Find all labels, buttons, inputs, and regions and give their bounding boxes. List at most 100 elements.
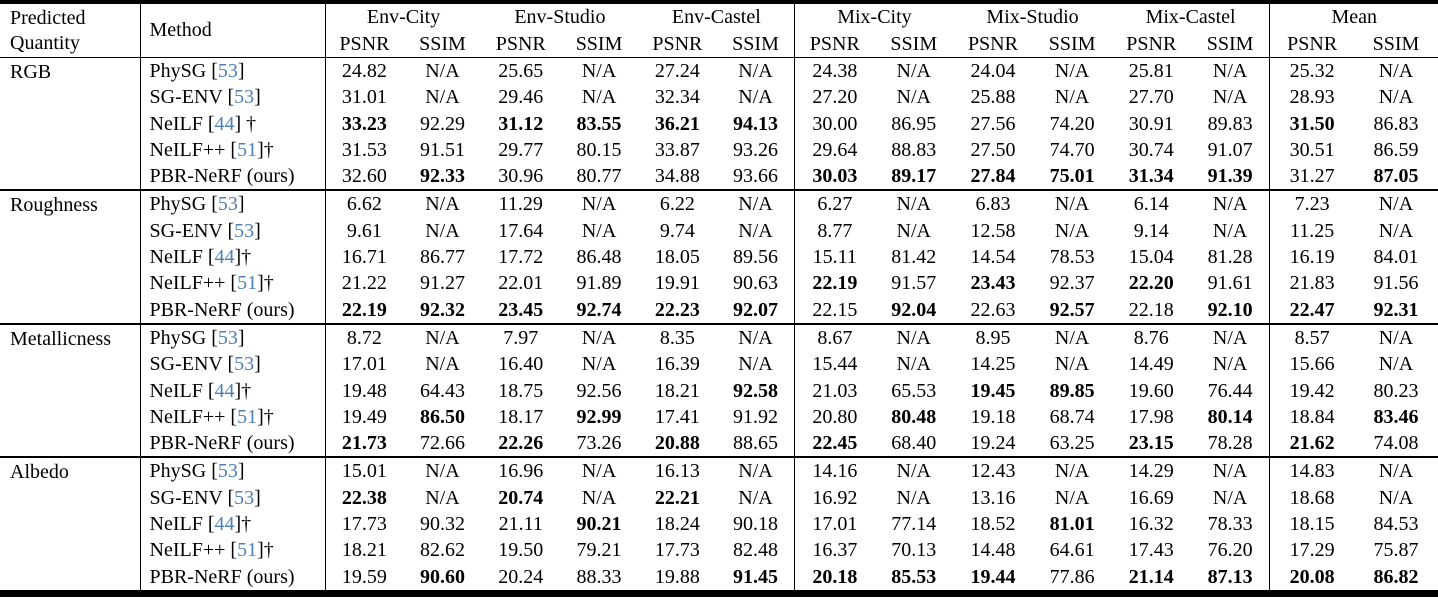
metric-value: 30.03 [812, 165, 858, 188]
citation-link[interactable]: 44 [214, 513, 235, 536]
metric-value: 11.25 [1290, 219, 1335, 242]
metric-na: N/A [1032, 456, 1112, 485]
citation-link[interactable]: 44 [214, 112, 235, 135]
metric-value: 31.27 [1289, 165, 1335, 188]
metric-na: N/A [716, 322, 796, 352]
metric-value: 24.82 [341, 60, 387, 82]
metric-na: N/A [1032, 322, 1112, 352]
metric-value: 27.50 [970, 138, 1016, 161]
metric-na: N/A [896, 353, 931, 376]
metric-value: 91.56 [1373, 272, 1419, 295]
metric-value: 19.44 [970, 565, 1016, 588]
metric-na: N/A [1190, 57, 1271, 85]
table-row: SG-ENV [53] 17.01 N/A 16.40 N/A 16.39 N/A 15.44… [0, 351, 1438, 378]
metric-value: 31.50 [1289, 112, 1335, 135]
metric-value: 80.48 [891, 405, 937, 428]
table-row: PBR-NeRF (ours) 22.19 92.32 23.45 92.74 22.23… [0, 296, 1438, 324]
metric-value: 18.24 [654, 513, 700, 536]
table-row: Roughness PhySG [53] 6.62 N/A 11.29 N/A 6.22 N/… [0, 189, 1438, 324]
citation-link[interactable]: 53 [217, 60, 238, 82]
metric-value: 25.32 [1289, 60, 1335, 82]
metric-value: 86.82 [1373, 565, 1419, 588]
citation-link[interactable]: 53 [217, 460, 238, 483]
metric-value: 73.26 [576, 432, 622, 455]
metric-na: N/A [559, 322, 639, 352]
metric-na: N/A [874, 322, 954, 352]
metric-value: 81.01 [1049, 513, 1095, 536]
metric-value: 63.25 [1049, 432, 1095, 455]
metric-value: 15.11 [812, 246, 857, 269]
metric-value: 18.75 [498, 379, 544, 402]
metric-value: 19.50 [498, 539, 544, 562]
method-label: SG-ENV [53] [140, 84, 326, 111]
metric-value: 9.14 [1133, 219, 1169, 242]
metric-value: 25.88 [970, 86, 1016, 109]
metric-na: N/A [581, 60, 617, 82]
citation-link[interactable]: 53 [234, 86, 255, 109]
metric-value: 12.58 [970, 219, 1016, 242]
citation-link[interactable]: 51 [237, 539, 258, 562]
metric-value: 16.13 [638, 456, 717, 485]
citation-link[interactable]: 53 [234, 486, 255, 509]
metric-value: 86.95 [891, 112, 937, 135]
table-row: Albedo PhySG [53] 15.01 N/A 16.96 N/A 16.13 N/A… [0, 456, 1438, 594]
metric-value: 7.23 [1269, 189, 1354, 218]
citation-link[interactable]: 53 [217, 326, 238, 349]
predicted-quantity-label: RGB [0, 57, 141, 191]
metric-value: 88.65 [716, 430, 796, 458]
metric-value: 22.19 [341, 298, 387, 321]
citation-link[interactable]: 53 [217, 193, 238, 216]
col-group-mix-castel: Mix-Castel [1111, 2, 1271, 31]
metric-value: 29.77 [498, 138, 544, 161]
citation-link[interactable]: 53 [234, 219, 255, 242]
metric-value: 27.56 [970, 112, 1016, 135]
metric-na: N/A [1054, 219, 1090, 242]
metric-value: 32.34 [654, 86, 700, 109]
col-group-env-city: Env-City [366, 6, 441, 28]
citation-link[interactable]: 53 [234, 353, 255, 376]
metric-na: N/A [425, 219, 460, 242]
table-row: NeILF++ [51]† 21.22 91.27 22.01 91.89 19.91 90… [0, 270, 1438, 297]
metric-value: 92.32 [419, 298, 465, 321]
metric-value: 92.10 [1190, 296, 1271, 324]
metric-value: 92.04 [891, 298, 937, 321]
metric-value: 21.22 [341, 272, 387, 295]
metric-value: 92.57 [1049, 298, 1095, 321]
metric-value: 94.13 [716, 110, 796, 137]
metric-value: 91.27 [419, 272, 465, 295]
metric-value: 30.91 [1128, 112, 1174, 135]
metric-value: 25.65 [498, 60, 544, 82]
col-subheader-psnr: PSNR [325, 31, 404, 58]
metric-value: 78.53 [1049, 246, 1095, 269]
metric-value: 30.96 [498, 165, 544, 188]
metric-na: N/A [874, 456, 954, 485]
metric-value: 89.17 [891, 165, 937, 188]
table-row: SG-ENV [53] 31.01 N/A 29.46 N/A 32.34 N/A 27.20… [0, 84, 1438, 111]
method-label: PBR-NeRF (ours) [140, 430, 326, 458]
citation-link[interactable]: 51 [237, 272, 258, 295]
metric-value: 12.43 [953, 456, 1033, 485]
metric-value: 80.15 [576, 138, 622, 161]
method-label: NeILF++ [51]† [140, 136, 326, 164]
metric-value: 22.15 [812, 298, 858, 321]
metric-value: 89.85 [1049, 379, 1095, 402]
metric-value: 91.92 [716, 403, 796, 431]
col-subheader-psnr: PSNR [638, 31, 717, 58]
citation-link[interactable]: 44 [214, 379, 235, 402]
method-label: NeILF [44]† [140, 244, 326, 271]
metric-value: 21.83 [1289, 272, 1335, 295]
metric-value: 83.55 [576, 112, 622, 135]
metric-value: 6.22 [638, 189, 717, 218]
metric-na: N/A [425, 353, 460, 376]
metric-na: N/A [1032, 189, 1112, 218]
metric-na: N/A [559, 456, 639, 485]
metric-value: 18.21 [654, 379, 700, 402]
citation-link[interactable]: 51 [237, 405, 258, 428]
citation-link[interactable]: 51 [237, 138, 258, 161]
metric-na: N/A [581, 353, 617, 376]
citation-link[interactable]: 44 [214, 246, 235, 269]
table-row: RGB PhySG [53] 24.82 N/A 25.65 N/A 27.24 N/A 24.… [0, 57, 1438, 191]
metric-value: 16.71 [341, 246, 387, 269]
table-row: SG-ENV [53] 9.61 N/A 17.64 N/A 9.74 N/A 8.77 N/A… [0, 217, 1438, 245]
